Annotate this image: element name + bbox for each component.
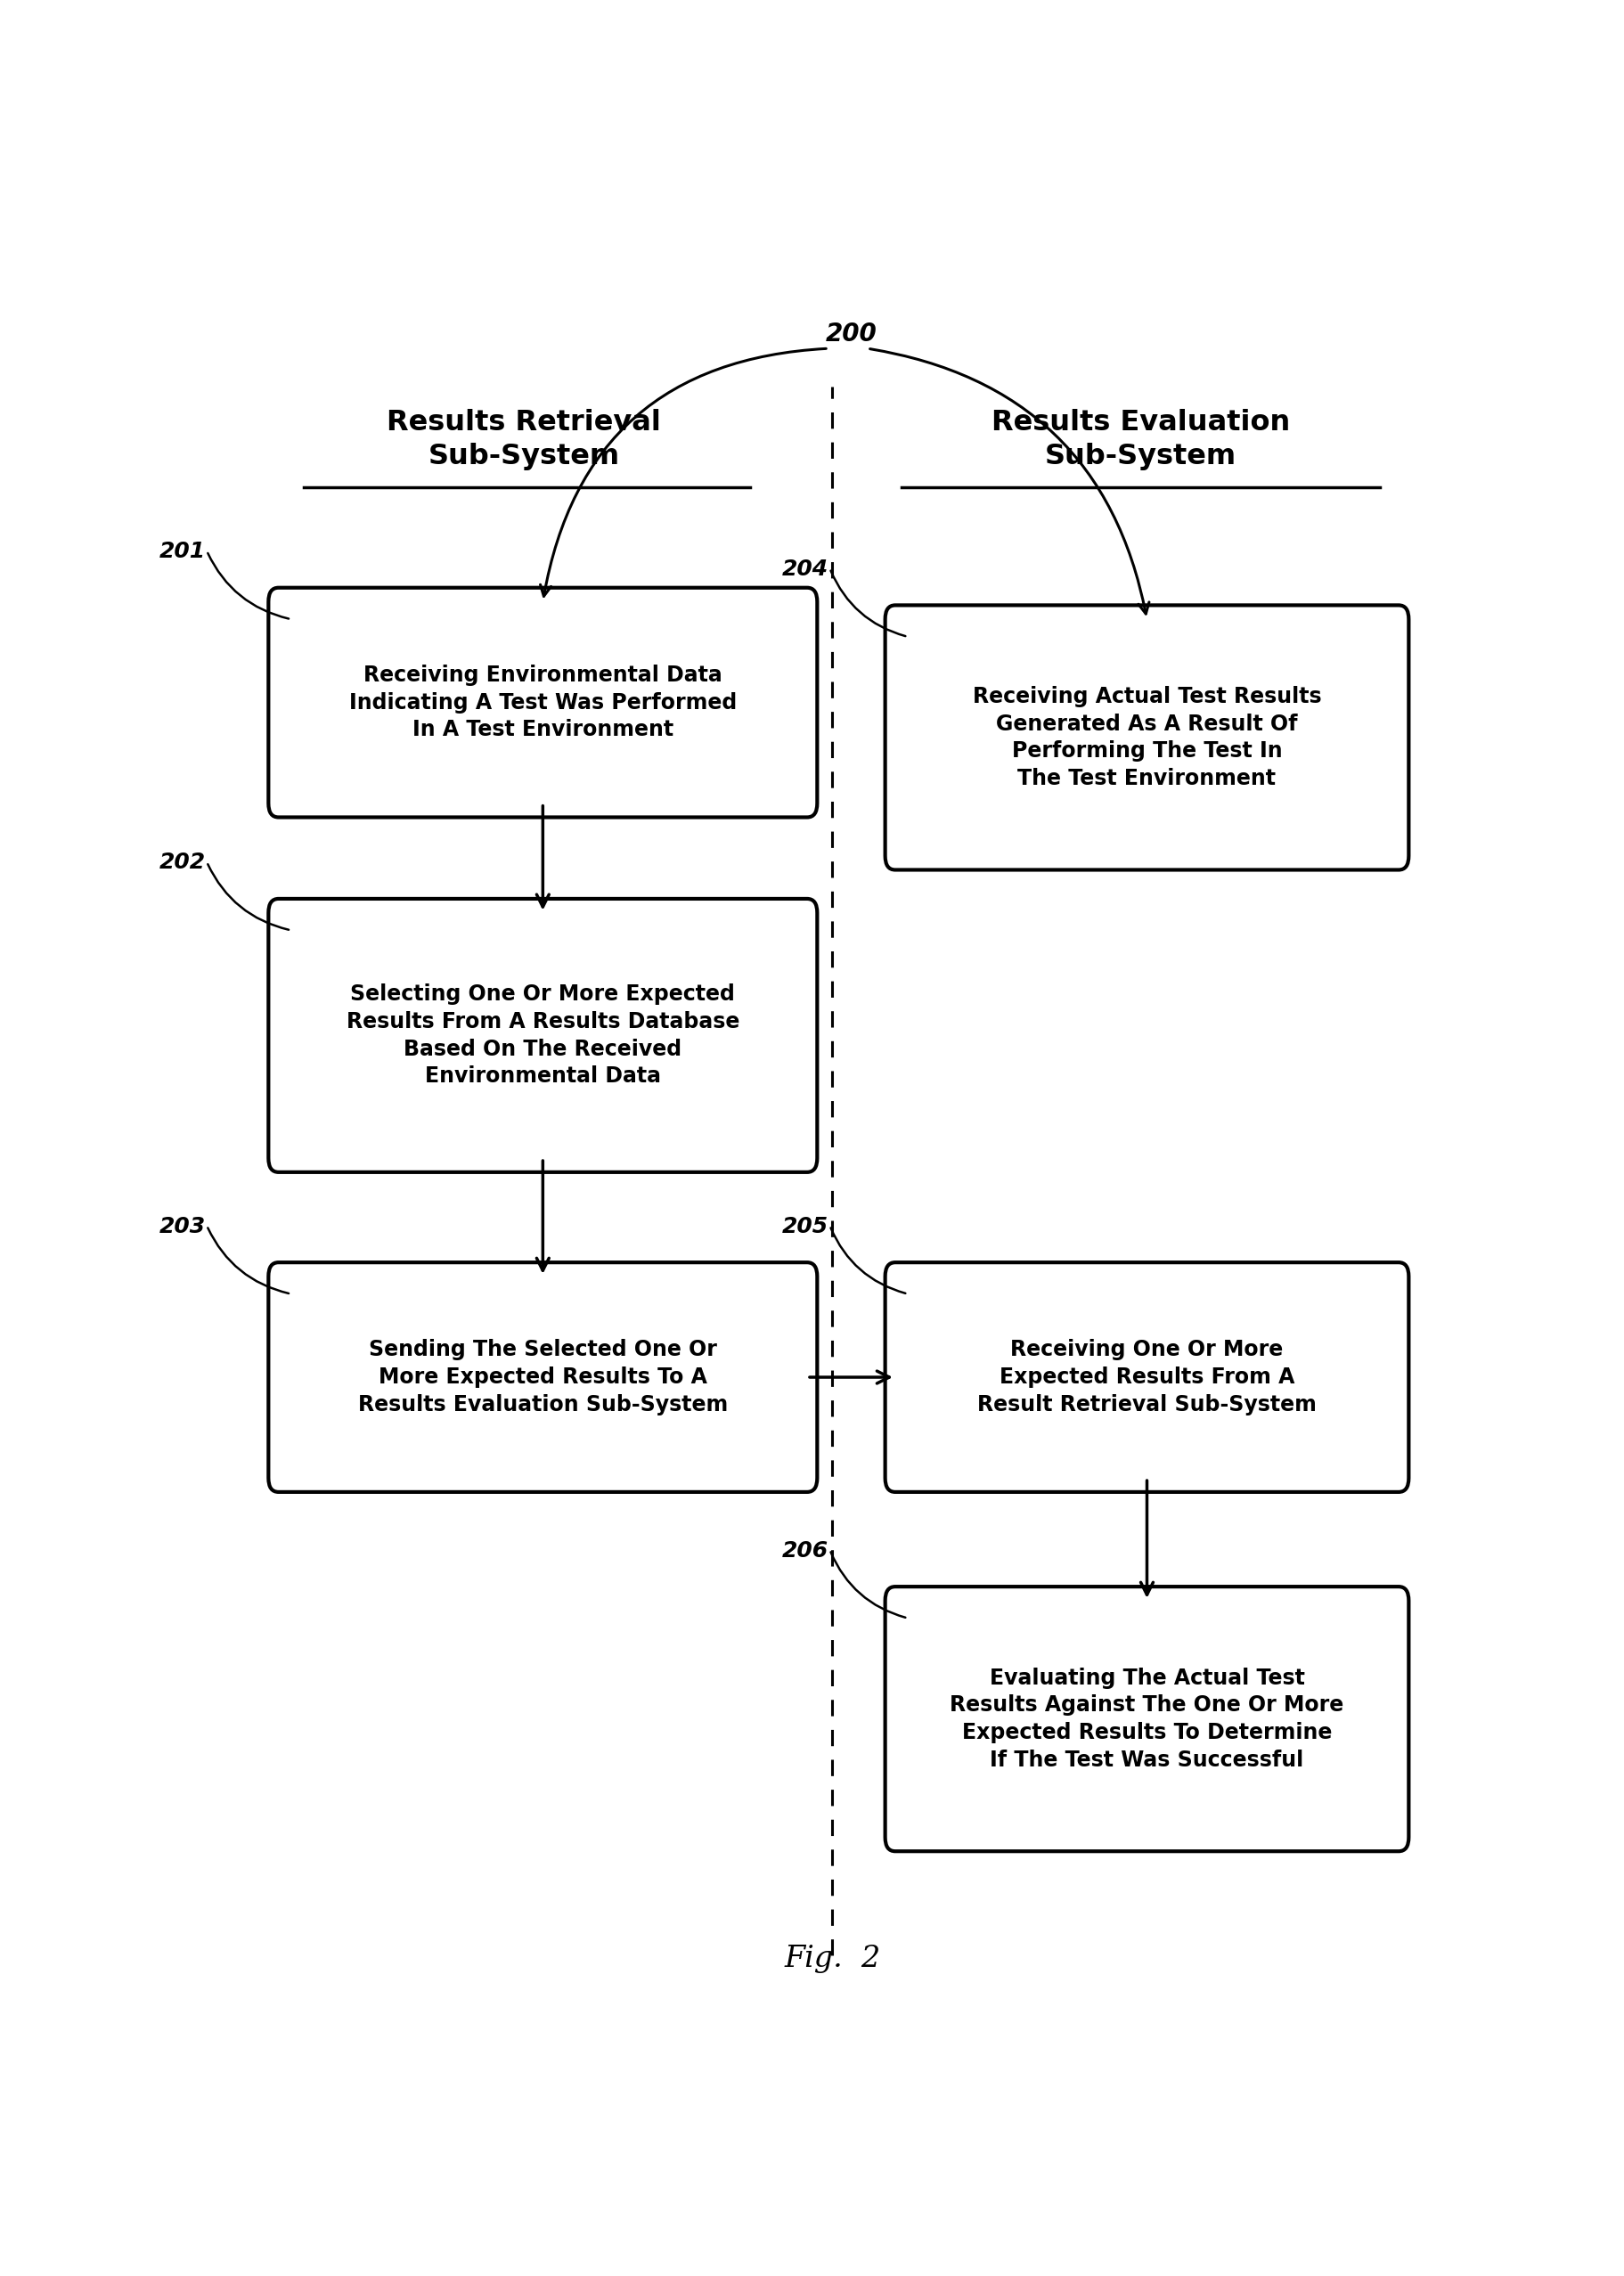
Text: Results Retrieval
Sub-System: Results Retrieval Sub-System: [387, 410, 661, 471]
Text: 206: 206: [783, 1541, 828, 1561]
Text: Evaluating The Actual Test
Results Against The One Or More
Expected Results To D: Evaluating The Actual Test Results Again…: [950, 1668, 1345, 1771]
FancyBboxPatch shape: [268, 899, 817, 1172]
FancyBboxPatch shape: [268, 587, 817, 817]
FancyBboxPatch shape: [885, 1263, 1408, 1493]
Text: Fig.  2: Fig. 2: [784, 1944, 880, 1973]
Text: 204: 204: [783, 558, 828, 580]
Text: 205: 205: [783, 1215, 828, 1238]
Text: Sending The Selected One Or
More Expected Results To A
Results Evaluation Sub-Sy: Sending The Selected One Or More Expecte…: [357, 1338, 728, 1416]
FancyBboxPatch shape: [885, 1586, 1408, 1850]
Text: Receiving One Or More
Expected Results From A
Result Retrieval Sub-System: Receiving One Or More Expected Results F…: [978, 1338, 1317, 1416]
Text: Selecting One Or More Expected
Results From A Results Database
Based On The Rece: Selecting One Or More Expected Results F…: [346, 983, 739, 1088]
Text: Receiving Actual Test Results
Generated As A Result Of
Performing The Test In
Th: Receiving Actual Test Results Generated …: [973, 685, 1322, 790]
Text: 201: 201: [159, 542, 205, 562]
Text: 203: 203: [159, 1215, 205, 1238]
Text: Receiving Environmental Data
Indicating A Test Was Performed
In A Test Environme: Receiving Environmental Data Indicating …: [349, 665, 737, 740]
Text: Results Evaluation
Sub-System: Results Evaluation Sub-System: [991, 410, 1289, 471]
FancyBboxPatch shape: [268, 1263, 817, 1493]
Text: 200: 200: [825, 321, 877, 346]
FancyBboxPatch shape: [885, 605, 1408, 869]
Text: 202: 202: [159, 851, 205, 874]
